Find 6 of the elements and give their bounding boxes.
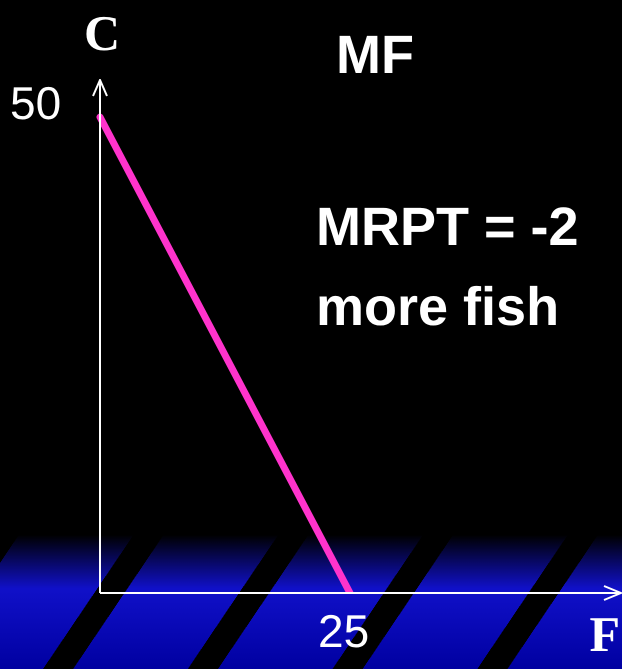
x-axis-title: F [589,606,620,662]
annotation: MRPT = -2 [316,196,579,258]
text: MF [336,24,414,86]
annotation: more fish [316,276,560,338]
y-axis-title: C [84,4,120,61]
annotation: 50 [10,76,62,130]
